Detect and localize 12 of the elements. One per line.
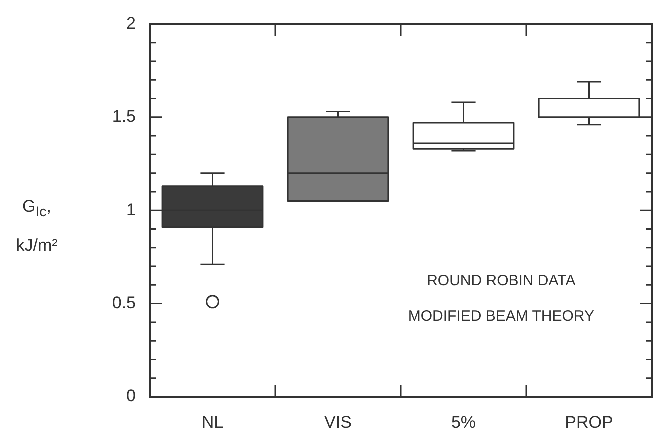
- x-tick-label: 5%: [451, 412, 476, 432]
- y-tick-label: 0.5: [112, 293, 136, 312]
- x-tick-label: VIS: [324, 412, 352, 432]
- y-axis-title: G$_{Ic}$, kJ/m²: [15, 196, 59, 258]
- annotation: ROUND ROBIN DATA: [427, 272, 576, 290]
- y-tick-label: 1.5: [112, 107, 136, 126]
- annotation: MODIFIED BEAM THEORY: [408, 308, 594, 325]
- x-tick-label: NL: [202, 412, 224, 432]
- y-tick-label: 0: [126, 386, 136, 406]
- x-tick-label: PROP: [565, 412, 614, 432]
- y-tick-label: 1: [126, 200, 136, 220]
- y-tick-label: 2: [126, 14, 136, 33]
